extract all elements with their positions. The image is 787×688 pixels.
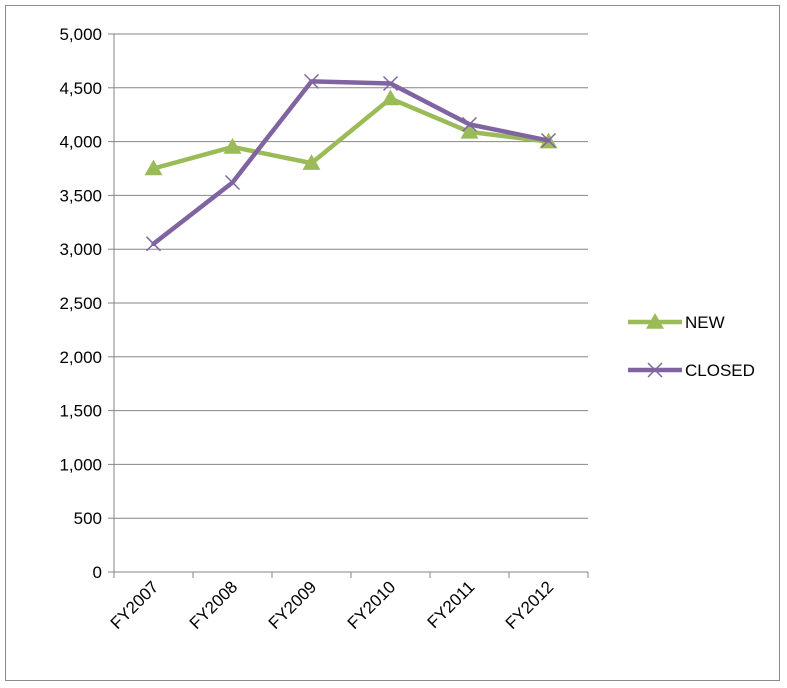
series-line-new	[151, 96, 551, 171]
chart-frame: 0 500 1,000 1,500 2,000 2,500 3,000 3,500 4,000 4…	[5, 5, 780, 681]
data-point-closed	[224, 174, 241, 191]
legend-item-closed: CLOSED	[628, 361, 755, 380]
x-tick-label: FY2008	[186, 577, 242, 633]
gridlines	[114, 33, 588, 519]
data-point-closed	[461, 116, 478, 132]
legend-item-new: NEW	[628, 313, 725, 332]
y-tick-label: 5,000	[59, 25, 102, 44]
y-tick-label: 500	[74, 509, 102, 528]
legend-marker-new	[646, 313, 664, 329]
y-tick-label: 2,500	[59, 294, 102, 313]
data-point-new	[302, 154, 321, 170]
legend-label-closed: CLOSED	[685, 361, 755, 380]
data-point-closed	[540, 132, 557, 149]
y-tick-label: 1,000	[59, 455, 102, 474]
y-tick-label: 4,500	[59, 79, 102, 98]
legend-marker-closed	[647, 362, 663, 378]
legend-label-new: NEW	[685, 313, 725, 332]
x-tick-label: FY2011	[424, 577, 479, 632]
x-tick-label: FY2010	[344, 577, 400, 633]
data-point-closed	[382, 75, 399, 92]
y-tick-label: 1,500	[59, 402, 102, 421]
y-tick-label: 3,500	[59, 186, 102, 205]
series-lines	[144, 73, 558, 252]
data-point-new	[223, 137, 242, 154]
x-tick-label: FY2007	[107, 577, 163, 633]
y-tick-label: 3,000	[59, 240, 102, 259]
y-tick-label: 4,000	[59, 133, 102, 152]
data-point-new	[381, 89, 400, 106]
x-tick-label: FY2012	[502, 577, 558, 633]
data-point-closed	[303, 73, 320, 89]
data-point-new	[144, 159, 163, 176]
axes	[108, 33, 589, 578]
x-tick-label: FY2009	[265, 577, 321, 633]
legend: NEW CLOSED	[628, 313, 755, 380]
y-tick-label: 0	[93, 563, 102, 582]
x-tick-labels: FY2007 FY2008 FY2009 FY2010 FY2011 FY2012	[107, 577, 558, 633]
y-tick-labels: 0 500 1,000 1,500 2,000 2,500 3,000 3,500 4,000 4…	[59, 25, 102, 582]
line-chart: 0 500 1,000 1,500 2,000 2,500 3,000 3,500 4,000 4…	[59, 25, 755, 633]
series-line-closed	[151, 79, 551, 247]
data-point-closed	[145, 236, 162, 252]
y-tick-label: 2,000	[59, 348, 102, 367]
data-point-new	[460, 122, 479, 139]
